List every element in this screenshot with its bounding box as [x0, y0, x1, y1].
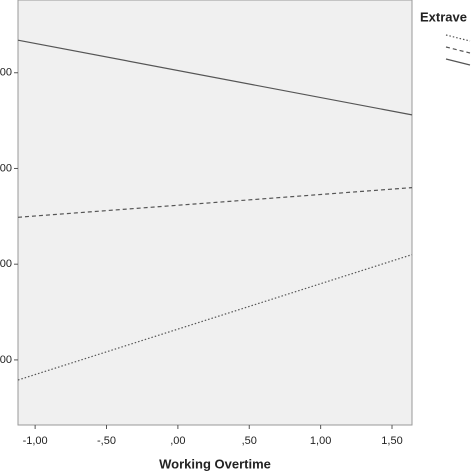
- x-tick-label: ,00: [170, 435, 185, 447]
- x-tick-label: ,50: [242, 435, 257, 447]
- x-tick-label: 1,00: [310, 435, 331, 447]
- legend-title: Extrave: [420, 9, 467, 24]
- y-tick-label: 1,00: [0, 354, 12, 366]
- series-line: [17, 254, 413, 381]
- x-tick-label: -1,00: [23, 435, 48, 447]
- series-line: [17, 39, 413, 116]
- x-axis-title: Working Overtime: [159, 456, 271, 471]
- x-tick-label: -,50: [97, 435, 116, 447]
- y-tick-label: 2,00: [0, 258, 12, 270]
- legend-swatch: [445, 34, 471, 42]
- legend-swatch: [445, 58, 471, 66]
- legend-swatch: [445, 46, 471, 54]
- y-tick-label: 4,00: [0, 67, 12, 79]
- series-line: [17, 187, 413, 218]
- x-tick-label: 1,50: [381, 435, 402, 447]
- y-tick-label: 3,00: [0, 162, 12, 174]
